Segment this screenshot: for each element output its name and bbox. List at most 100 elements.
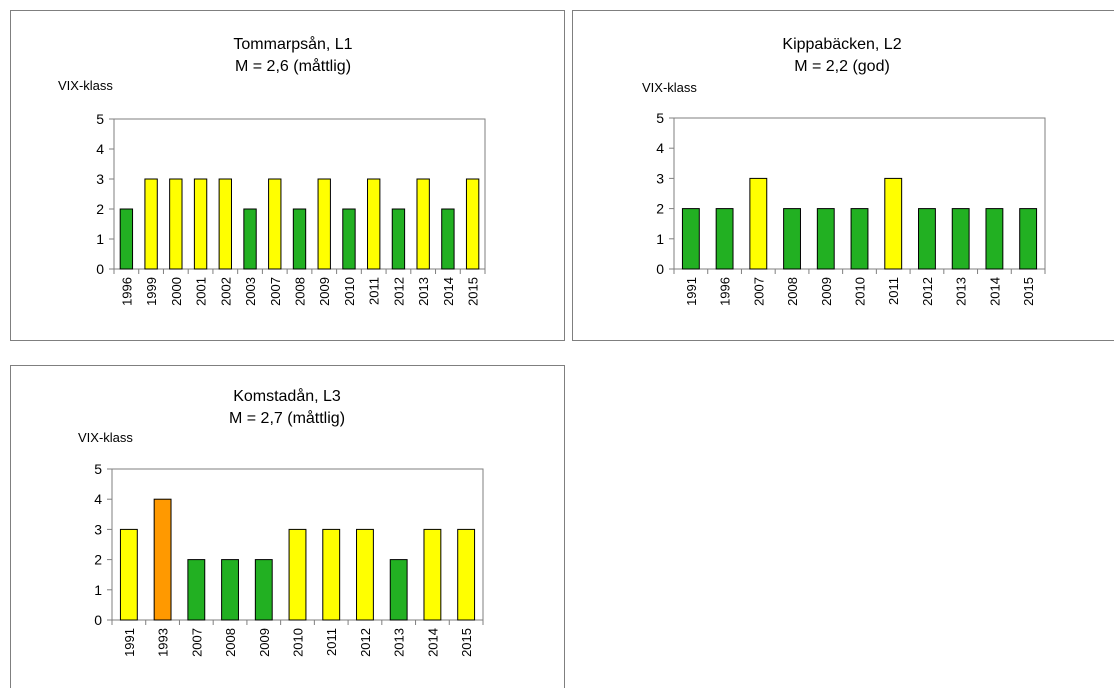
bar [193, 178, 208, 270]
x-tick-label: 2012 [920, 277, 935, 306]
x-tick-label: 2007 [751, 277, 766, 306]
x-tick-label: 2010 [291, 628, 306, 657]
y-tick-label: 2 [656, 201, 664, 217]
bar [218, 178, 232, 270]
x-tick-label: 2015 [459, 628, 474, 657]
y-tick-label: 0 [656, 261, 664, 277]
x-tick-label: 2001 [194, 277, 209, 306]
y-tick-label: 4 [96, 141, 104, 157]
x-tick-label: 2014 [425, 628, 440, 657]
x-tick-label: 2012 [358, 628, 373, 657]
x-tick-label: 2013 [954, 277, 969, 306]
bar [465, 178, 480, 270]
bar [153, 498, 172, 621]
bar [367, 178, 381, 270]
chart-panel-tommarpsan: Tommarpsån, L1 M = 2,6 (måttlig) VIX-klass… [10, 10, 565, 341]
bar [951, 208, 970, 270]
bar [356, 528, 374, 621]
bar [292, 208, 307, 270]
x-tick-label: 2007 [189, 628, 204, 657]
bar [1019, 208, 1038, 270]
x-tick-label: 2008 [785, 277, 800, 306]
bar [317, 178, 331, 270]
bar [423, 528, 442, 621]
bar [416, 178, 430, 270]
x-tick-label: 2007 [268, 277, 283, 306]
x-tick-label: 2009 [317, 277, 332, 306]
bar [749, 177, 768, 270]
bar [985, 208, 1004, 270]
bar [884, 177, 903, 270]
bar [268, 178, 282, 270]
y-tick-label: 2 [94, 552, 102, 568]
x-tick-label: 2013 [416, 277, 431, 306]
chart-svg: Kippabäcken, L2 M = 2,2 (god) VIX-klass 0 1 2… [642, 36, 1046, 306]
x-tick-label: 2008 [293, 277, 308, 306]
bar [715, 208, 734, 270]
x-tick-label: 1991 [684, 277, 699, 306]
x-tick-label: 2011 [367, 277, 382, 305]
y-tick-label: 0 [94, 612, 102, 628]
bar [457, 528, 476, 621]
bar [389, 559, 408, 621]
x-tick-label: 1993 [156, 628, 171, 657]
y-axis-label: VIX-klass [58, 78, 113, 93]
x-tick-label: 2010 [342, 277, 357, 306]
y-tick-label: 1 [96, 231, 104, 247]
x-tick-label: 2008 [223, 628, 238, 657]
y-tick-label: 3 [96, 171, 104, 187]
x-tick-label: 2009 [819, 277, 834, 306]
chart-panel-komstadan: Komstadån, L3 M = 2,7 (måttlig) VIX-klass 0… [10, 365, 565, 688]
x-tick-label: 2009 [257, 628, 272, 657]
bar [783, 208, 801, 270]
x-tick-label: 2012 [391, 277, 406, 306]
bar [681, 208, 700, 270]
y-tick-label: 3 [656, 170, 664, 186]
bar [322, 528, 341, 621]
y-tick-label: 5 [94, 461, 102, 477]
x-tick-label: 1991 [122, 628, 137, 657]
chart-svg: Tommarpsån, L1 M = 2,6 (måttlig) VIX-klass… [58, 35, 486, 306]
x-tick-label: 1996 [119, 277, 134, 306]
bar [918, 208, 936, 270]
chart-panel-kippabacken: Kippabäcken, L2 M = 2,2 (god) VIX-klass 0 1 2… [572, 10, 1114, 341]
chart-subtitle: M = 2,7 (måttlig) [229, 409, 345, 427]
bar [243, 208, 257, 270]
bar [119, 208, 134, 270]
x-tick-label: 2014 [441, 277, 456, 306]
x-tick-label: 1999 [144, 277, 159, 306]
chart-title: Komstadån, L3 [233, 387, 341, 405]
bar [119, 528, 138, 621]
bar [169, 178, 183, 270]
x-tick-label: 1996 [718, 277, 733, 306]
bar [221, 559, 239, 621]
y-axis-label: VIX-klass [78, 430, 133, 445]
y-tick-label: 1 [94, 582, 102, 598]
x-tick-label: 2000 [169, 277, 184, 306]
bar [254, 559, 273, 621]
x-tick-label: 2002 [218, 277, 233, 306]
chart-svg: Komstadån, L3 M = 2,7 (måttlig) VIX-klass 0… [78, 387, 484, 657]
y-tick-label: 5 [96, 111, 104, 127]
y-tick-label: 3 [94, 521, 102, 537]
x-tick-label: 2011 [324, 628, 339, 656]
y-tick-label: 1 [656, 231, 664, 247]
y-axis-label: VIX-klass [642, 80, 697, 95]
bar [441, 208, 455, 270]
y-tick-label: 4 [94, 491, 102, 507]
bar [187, 559, 206, 621]
y-tick-label: 5 [656, 110, 664, 126]
x-tick-label: 2011 [886, 277, 901, 305]
x-tick-label: 2015 [1021, 277, 1036, 306]
bar [391, 208, 406, 270]
x-tick-label: 2013 [392, 628, 407, 657]
y-tick-label: 4 [656, 140, 664, 156]
x-tick-label: 2015 [466, 277, 481, 306]
bar [816, 208, 835, 270]
x-tick-label: 2014 [987, 277, 1002, 306]
chart-title: Kippabäcken, L2 [782, 36, 901, 53]
y-tick-label: 0 [96, 261, 104, 277]
chart-subtitle: M = 2,2 (god) [794, 58, 890, 75]
bar [850, 208, 869, 270]
bar [144, 178, 158, 270]
